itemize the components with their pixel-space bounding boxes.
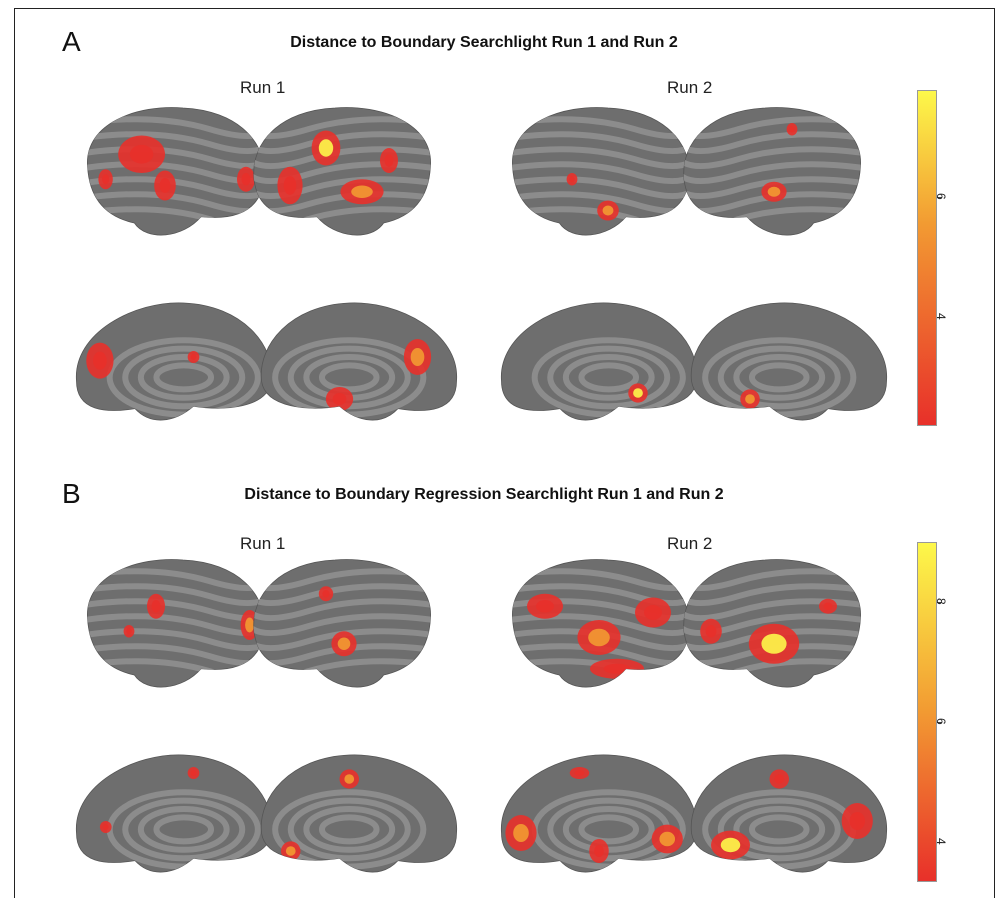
- medial-hemisphere: [690, 302, 887, 421]
- medial-hemisphere: [690, 754, 887, 873]
- medial-hemisphere: [501, 754, 698, 873]
- run-label-2: Run 2: [667, 78, 713, 97]
- run-label-1: Run 1: [240, 78, 286, 97]
- panel-letter: A: [62, 26, 81, 57]
- lateral-hemisphere: [87, 559, 265, 688]
- colorbar-tick: [937, 722, 942, 723]
- colorbar-tick: [937, 197, 942, 198]
- run-label-2: Run 2: [667, 534, 713, 553]
- colorbar-tick: [937, 317, 942, 318]
- medial-hemisphere: [501, 302, 698, 421]
- colorbar-tick-label: 6: [934, 193, 948, 200]
- colorbar-tick-label: 4: [934, 313, 948, 320]
- colorbar-gradient: [917, 542, 937, 882]
- colorbar-tick-label: 4: [934, 838, 948, 845]
- lateral-hemisphere: [683, 559, 861, 688]
- panel-letter: B: [62, 478, 81, 509]
- colorbar-tick-label: 8: [934, 598, 948, 605]
- medial-hemisphere: [260, 754, 457, 873]
- panel-b: B Distance to Boundary Regression Search…: [14, 460, 995, 898]
- colorbar-tick: [937, 842, 942, 843]
- colorbar-tick: [937, 602, 942, 603]
- lateral-hemisphere: [512, 107, 690, 236]
- colorbar-gradient: [917, 90, 937, 426]
- panel-title: Distance to Boundary Searchlight Run 1 a…: [290, 34, 678, 51]
- lateral-hemisphere: [253, 559, 431, 688]
- medial-hemisphere: [76, 754, 273, 873]
- lateral-hemisphere: [512, 559, 690, 688]
- panel-a: A Distance to Boundary Searchlight Run 1…: [14, 8, 995, 448]
- run-label-1: Run 1: [240, 534, 286, 553]
- lateral-hemisphere: [87, 107, 265, 236]
- medial-hemisphere: [76, 302, 273, 421]
- lateral-hemisphere: [253, 107, 431, 236]
- colorbar-tick-label: 6: [934, 718, 948, 725]
- panel-title: Distance to Boundary Regression Searchli…: [244, 486, 724, 503]
- brain-surface-renderings: [76, 559, 887, 873]
- figure-frame: [14, 8, 995, 898]
- medial-hemisphere: [260, 302, 457, 421]
- brain-surface-renderings: [76, 107, 887, 421]
- lateral-hemisphere: [683, 107, 861, 236]
